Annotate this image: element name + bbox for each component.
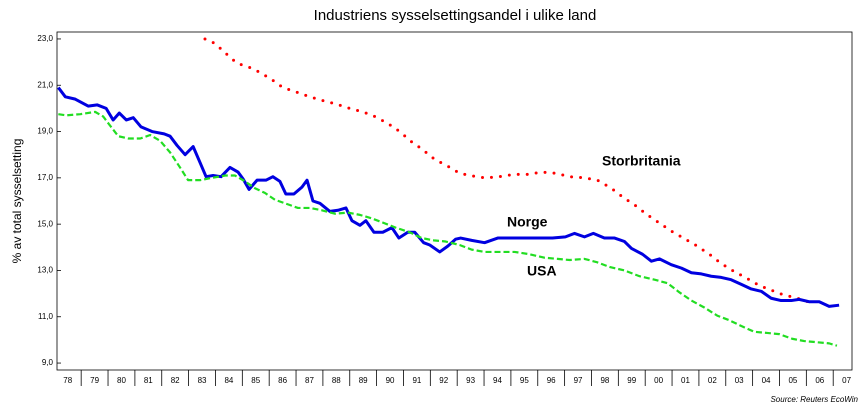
x-tick-label: 91 — [412, 376, 421, 385]
x-tick-label: 81 — [144, 376, 153, 385]
series-line — [57, 86, 840, 308]
source-note: Source: Reuters EcoWin — [770, 395, 858, 404]
series-line — [58, 110, 838, 347]
x-tick-label: 94 — [493, 376, 502, 385]
y-tick-label: 19,0 — [37, 127, 53, 136]
x-tick-label: 96 — [547, 376, 556, 385]
x-tick-label: 80 — [117, 376, 126, 385]
x-tick-label: 98 — [600, 376, 609, 385]
x-tick-label: 05 — [788, 376, 797, 385]
x-tick-label: 07 — [842, 376, 851, 385]
x-tick-label: 97 — [574, 376, 583, 385]
y-axis-label: % av total sysselsetting — [10, 139, 24, 264]
series-label: Norge — [507, 214, 548, 230]
x-tick-label: 03 — [735, 376, 744, 385]
x-tick-label: 99 — [627, 376, 636, 385]
y-tick-label: 11,0 — [38, 312, 54, 321]
x-tick-label: 88 — [332, 376, 341, 385]
series-line — [203, 37, 813, 305]
plot-frame — [56, 31, 853, 371]
x-tick-label: 82 — [171, 376, 180, 385]
x-tick-label: 01 — [681, 376, 690, 385]
x-tick-label: 89 — [359, 376, 368, 385]
y-tick-label: 17,0 — [37, 173, 53, 182]
x-tick-label: 04 — [762, 376, 771, 385]
y-tick-label: 9,0 — [42, 358, 54, 367]
x-tick-label: 85 — [251, 376, 260, 385]
y-tick-label: 21,0 — [37, 80, 53, 89]
x-tick-label: 87 — [305, 376, 314, 385]
x-tick-label: 79 — [90, 376, 99, 385]
x-tick-label: 78 — [63, 376, 72, 385]
series-label: Storbritania — [602, 153, 681, 169]
x-tick-label: 92 — [439, 376, 448, 385]
x-tick-label: 95 — [520, 376, 529, 385]
x-tick-label: 06 — [815, 376, 824, 385]
chart-title: Industriens sysselsettingsandel i ulike … — [314, 7, 597, 24]
x-tick-label: 83 — [198, 376, 207, 385]
x-tick-label: 00 — [654, 376, 663, 385]
x-tick-label: 90 — [386, 376, 395, 385]
x-tick-label: 93 — [466, 376, 475, 385]
y-tick-label: 13,0 — [37, 266, 53, 275]
x-tick-label: 02 — [708, 376, 717, 385]
y-tick-label: 15,0 — [37, 219, 53, 228]
series-label: USA — [527, 263, 557, 279]
x-tick-label: 86 — [278, 376, 287, 385]
y-tick-label: 23,0 — [37, 34, 53, 43]
x-tick-label: 84 — [224, 376, 233, 385]
